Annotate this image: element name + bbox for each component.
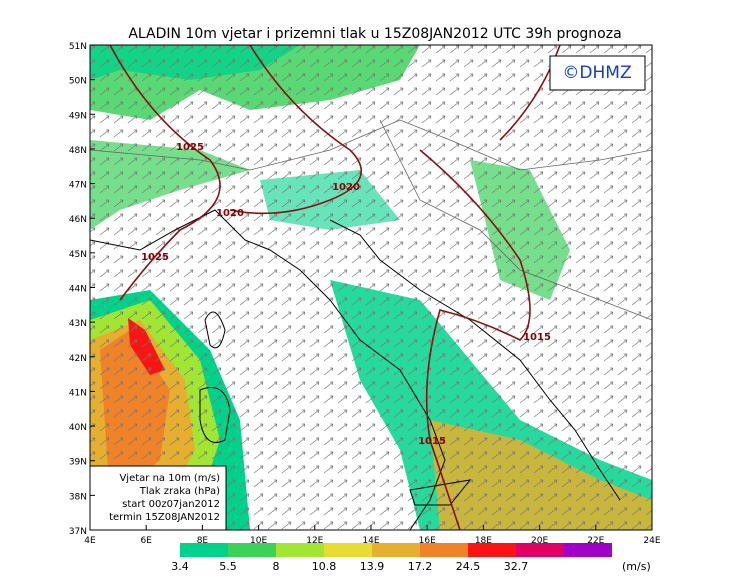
lon-label: 16E: [419, 536, 436, 546]
info-line: termin 15Z08JAN2012: [109, 512, 220, 523]
lat-label: 40N: [69, 423, 87, 433]
info-line: Vjetar na 10m (m/s): [119, 473, 220, 484]
credit: ©DHMZ: [562, 63, 631, 83]
lat-label: 51N: [69, 42, 87, 52]
colorbar-label: 10.8: [312, 560, 337, 573]
lat-label: 43N: [69, 319, 87, 329]
lon-label: 10E: [250, 536, 267, 546]
isobar-label: 1020: [216, 208, 244, 219]
colorbar-swatch: [228, 543, 276, 557]
info-line: Tlak zraka (hPa): [139, 486, 220, 497]
colorbar-label: 24.5: [456, 560, 481, 573]
map-area: [90, 45, 652, 530]
colorbar-swatch: [324, 543, 372, 557]
colorbar-swatch: [276, 543, 324, 557]
lat-label: 41N: [69, 388, 87, 398]
colorbar-swatch: [180, 543, 228, 557]
lon-label: 18E: [475, 536, 492, 546]
lat-label: 49N: [69, 111, 87, 121]
lat-label: 38N: [69, 492, 87, 502]
info-line: start 00z07jan2012: [122, 499, 220, 510]
lon-label: 24E: [643, 536, 660, 546]
lon-label: 12E: [306, 536, 323, 546]
isobar-label: 1025: [176, 142, 204, 153]
colorbar-unit: (m/s): [622, 560, 651, 573]
colorbar-label: 17.2: [408, 560, 433, 573]
colorbar-label: 8: [273, 560, 280, 573]
map-title: ALADIN 10m vjetar i prizemni tlak u 15Z0…: [128, 26, 621, 42]
lat-label: 39N: [69, 458, 87, 468]
lon-label: 8E: [197, 536, 209, 546]
isobar-label: 1025: [141, 252, 169, 263]
lon-label: 6E: [140, 536, 152, 546]
colorbar-swatch: [372, 543, 420, 557]
colorbar-label: 3.4: [171, 560, 189, 573]
credit-box: [549, 55, 646, 91]
colorbar-label: 32.7: [504, 560, 529, 573]
colorbar-swatch: [564, 543, 612, 557]
colorbar-label: 13.9: [360, 560, 385, 573]
lat-label: 42N: [69, 354, 87, 364]
colorbar-swatch: [516, 543, 564, 557]
colorbar-swatch: [420, 543, 468, 557]
colorbar-swatch: [468, 543, 516, 557]
isobar-label: 1020: [332, 182, 360, 193]
info-box: [89, 465, 227, 531]
lon-label: 20E: [531, 536, 548, 546]
lon-label: 4E: [84, 536, 96, 546]
lat-label: 47N: [69, 181, 87, 191]
colorbar-label: 5.5: [219, 560, 237, 573]
lat-label: 50N: [69, 77, 87, 87]
lat-label: 37N: [69, 527, 87, 537]
lat-label: 44N: [69, 285, 87, 295]
lon-label: 22E: [587, 536, 604, 546]
isobar-label: 1015: [418, 436, 446, 447]
lat-label: 46N: [69, 215, 87, 225]
isobar-label: 1015: [523, 332, 551, 343]
lon-label: 14E: [362, 536, 379, 546]
lat-label: 45N: [69, 250, 87, 260]
lat-label: 48N: [69, 146, 87, 156]
